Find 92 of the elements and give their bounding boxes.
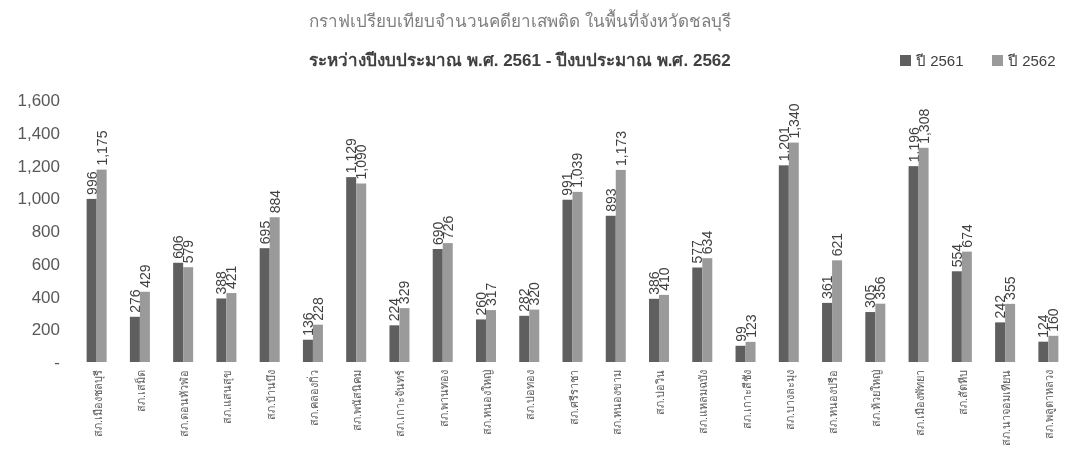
bar <box>312 324 323 362</box>
bar <box>485 310 496 362</box>
x-tick-label: สภ.เสม็ด <box>133 370 147 413</box>
x-tick-label: สภ.เมืองชลบุรี <box>91 370 105 438</box>
bar <box>562 199 573 362</box>
x-tick-label: สภ.เกาะสีชัง <box>740 370 753 430</box>
x-tick-label: สภ.หนองปรือ <box>827 370 840 435</box>
legend-label: ปี 2562 <box>1007 52 1056 69</box>
x-tick-label: สภ.คลองกิ่ว <box>305 370 320 427</box>
bar <box>302 339 313 362</box>
x-tick-label: สภ.พลูตาหลวง <box>1043 370 1057 440</box>
bar <box>475 319 486 362</box>
x-tick-label: สภ.บางละมุง <box>783 370 797 431</box>
x-tick-label: สภ.ศรีราชา <box>567 370 580 426</box>
legend-label: ปี 2561 <box>915 52 964 69</box>
bar <box>788 142 799 362</box>
y-tick-label: 1,000 <box>17 189 60 209</box>
bar <box>399 308 410 362</box>
data-label: 884 <box>266 189 283 214</box>
x-tick-label: สภ.บ่อวิน <box>654 370 667 416</box>
data-label: 695 <box>256 220 273 245</box>
y-tick-label: 1,200 <box>17 156 60 176</box>
bar <box>615 169 626 362</box>
bar <box>865 312 876 362</box>
chart-subtitle: ระหว่างปีงบประมาณ พ.ศ. 2561 - ปีงบประมาณ พ.ศ. 2562 <box>309 50 731 70</box>
bar <box>659 294 670 362</box>
data-label: 893 <box>602 188 619 212</box>
bar <box>183 267 194 362</box>
x-tick-label: สภ.พนัสนิคม <box>351 370 364 432</box>
y-tick-label: - <box>54 353 60 372</box>
bar <box>139 291 150 362</box>
bar <box>735 345 746 362</box>
bar <box>129 316 140 362</box>
y-tick-label: 400 <box>31 287 60 307</box>
bar <box>432 249 443 362</box>
bar <box>778 165 789 362</box>
bar <box>96 169 107 362</box>
bar <box>702 258 713 362</box>
bar <box>961 251 972 362</box>
x-tick-label: สภ.แหลมฉบัง <box>697 370 710 435</box>
bar <box>259 248 270 362</box>
bar <box>605 215 616 362</box>
bar <box>951 271 962 362</box>
x-tick-label: สภ.นาจอมเทียน <box>1000 370 1013 447</box>
bar <box>86 198 97 362</box>
bar <box>519 315 530 362</box>
y-tick-label: 600 <box>31 254 60 274</box>
bar <box>346 177 357 362</box>
data-label: 276 <box>126 289 143 313</box>
bar <box>1005 303 1016 362</box>
bar <box>649 298 660 362</box>
bar <box>389 325 400 362</box>
bar <box>1048 335 1059 362</box>
x-tick-label: สภ.ดอนหัวฬ่อ <box>178 370 191 438</box>
bar <box>918 147 929 362</box>
bar <box>995 322 1006 362</box>
bar <box>692 267 703 362</box>
y-tick-label: 800 <box>31 222 60 241</box>
y-tick-label: 1,600 <box>17 91 60 110</box>
data-label: 361 <box>819 275 836 299</box>
x-tick-label: สภ.เกาะจันทร์ <box>394 370 407 438</box>
bar <box>832 260 843 362</box>
data-label: 429 <box>136 264 153 288</box>
x-tick-label: สภ.หนองใหญ่ <box>480 370 494 436</box>
bar <box>173 262 184 362</box>
bar <box>908 166 919 362</box>
bar <box>572 191 583 362</box>
x-tick-label: สภ.เมืองพัทยา <box>913 370 926 437</box>
data-label: 1,175 <box>93 130 110 166</box>
x-tick-label: สภ.บ่อทอง <box>524 370 537 421</box>
x-tick-label: สภ.บ้านบึง <box>264 370 277 421</box>
bar <box>442 243 453 362</box>
y-tick-label: 200 <box>31 320 60 340</box>
bar <box>356 183 367 362</box>
x-tick-label: สภ.แสนสุข <box>221 370 235 425</box>
bar <box>822 302 833 362</box>
bar <box>745 341 756 362</box>
bar <box>216 298 227 362</box>
bar <box>226 293 237 362</box>
data-label: 996 <box>83 171 100 195</box>
data-label: 621 <box>829 232 846 257</box>
bar <box>529 309 540 362</box>
x-tick-label: สภ.พานทอง <box>437 370 450 428</box>
bar <box>875 303 886 362</box>
y-tick-label: 1,400 <box>17 123 60 143</box>
bar <box>1038 341 1049 362</box>
x-tick-label: สภ.สัตหีบ <box>956 370 969 416</box>
data-label: 1,173 <box>612 130 629 166</box>
x-tick-label: สภ.หนองขาม <box>610 370 623 436</box>
x-tick-label: สภ.ห้วยใหญ่ <box>870 370 884 428</box>
bar <box>269 217 280 362</box>
chart-title: กราฟเปรียบเทียบจำนวนคดียาเสพติด ในพื้นที่จังหวัดชลบุรี <box>309 9 731 32</box>
